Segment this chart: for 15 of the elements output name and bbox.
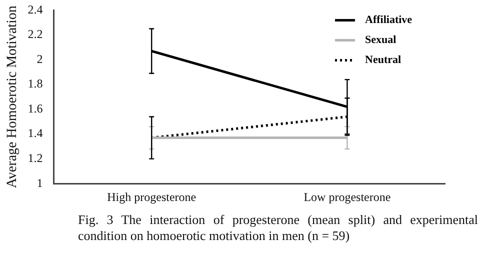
x-tick-label: High progesterone [107, 190, 196, 204]
y-tick-label: 1.8 [28, 76, 43, 91]
caption: Fig. 3 The interaction of progesterone (mean split) and experimental condition on homoerotic motivation in men (n = 59) [78, 212, 478, 244]
legend-label: Affiliative [365, 14, 412, 26]
legend-label: Neutral [365, 54, 402, 66]
x-tick-label: Low progesterone [304, 190, 391, 204]
y-tick-label: 2.4 [28, 2, 43, 16]
y-tick-label: 1.4 [28, 126, 43, 140]
y-axis-title: Average Homoerotic Motivation [5, 6, 20, 188]
y-tick-label: 1 [36, 176, 43, 190]
y-tick-label: 1.6 [28, 101, 43, 116]
y-tick-label: 2 [36, 52, 43, 66]
y-tick-label: 1.2 [28, 150, 43, 165]
legend-label: Sexual [365, 34, 396, 46]
y-tick-label: 2.2 [28, 27, 43, 42]
